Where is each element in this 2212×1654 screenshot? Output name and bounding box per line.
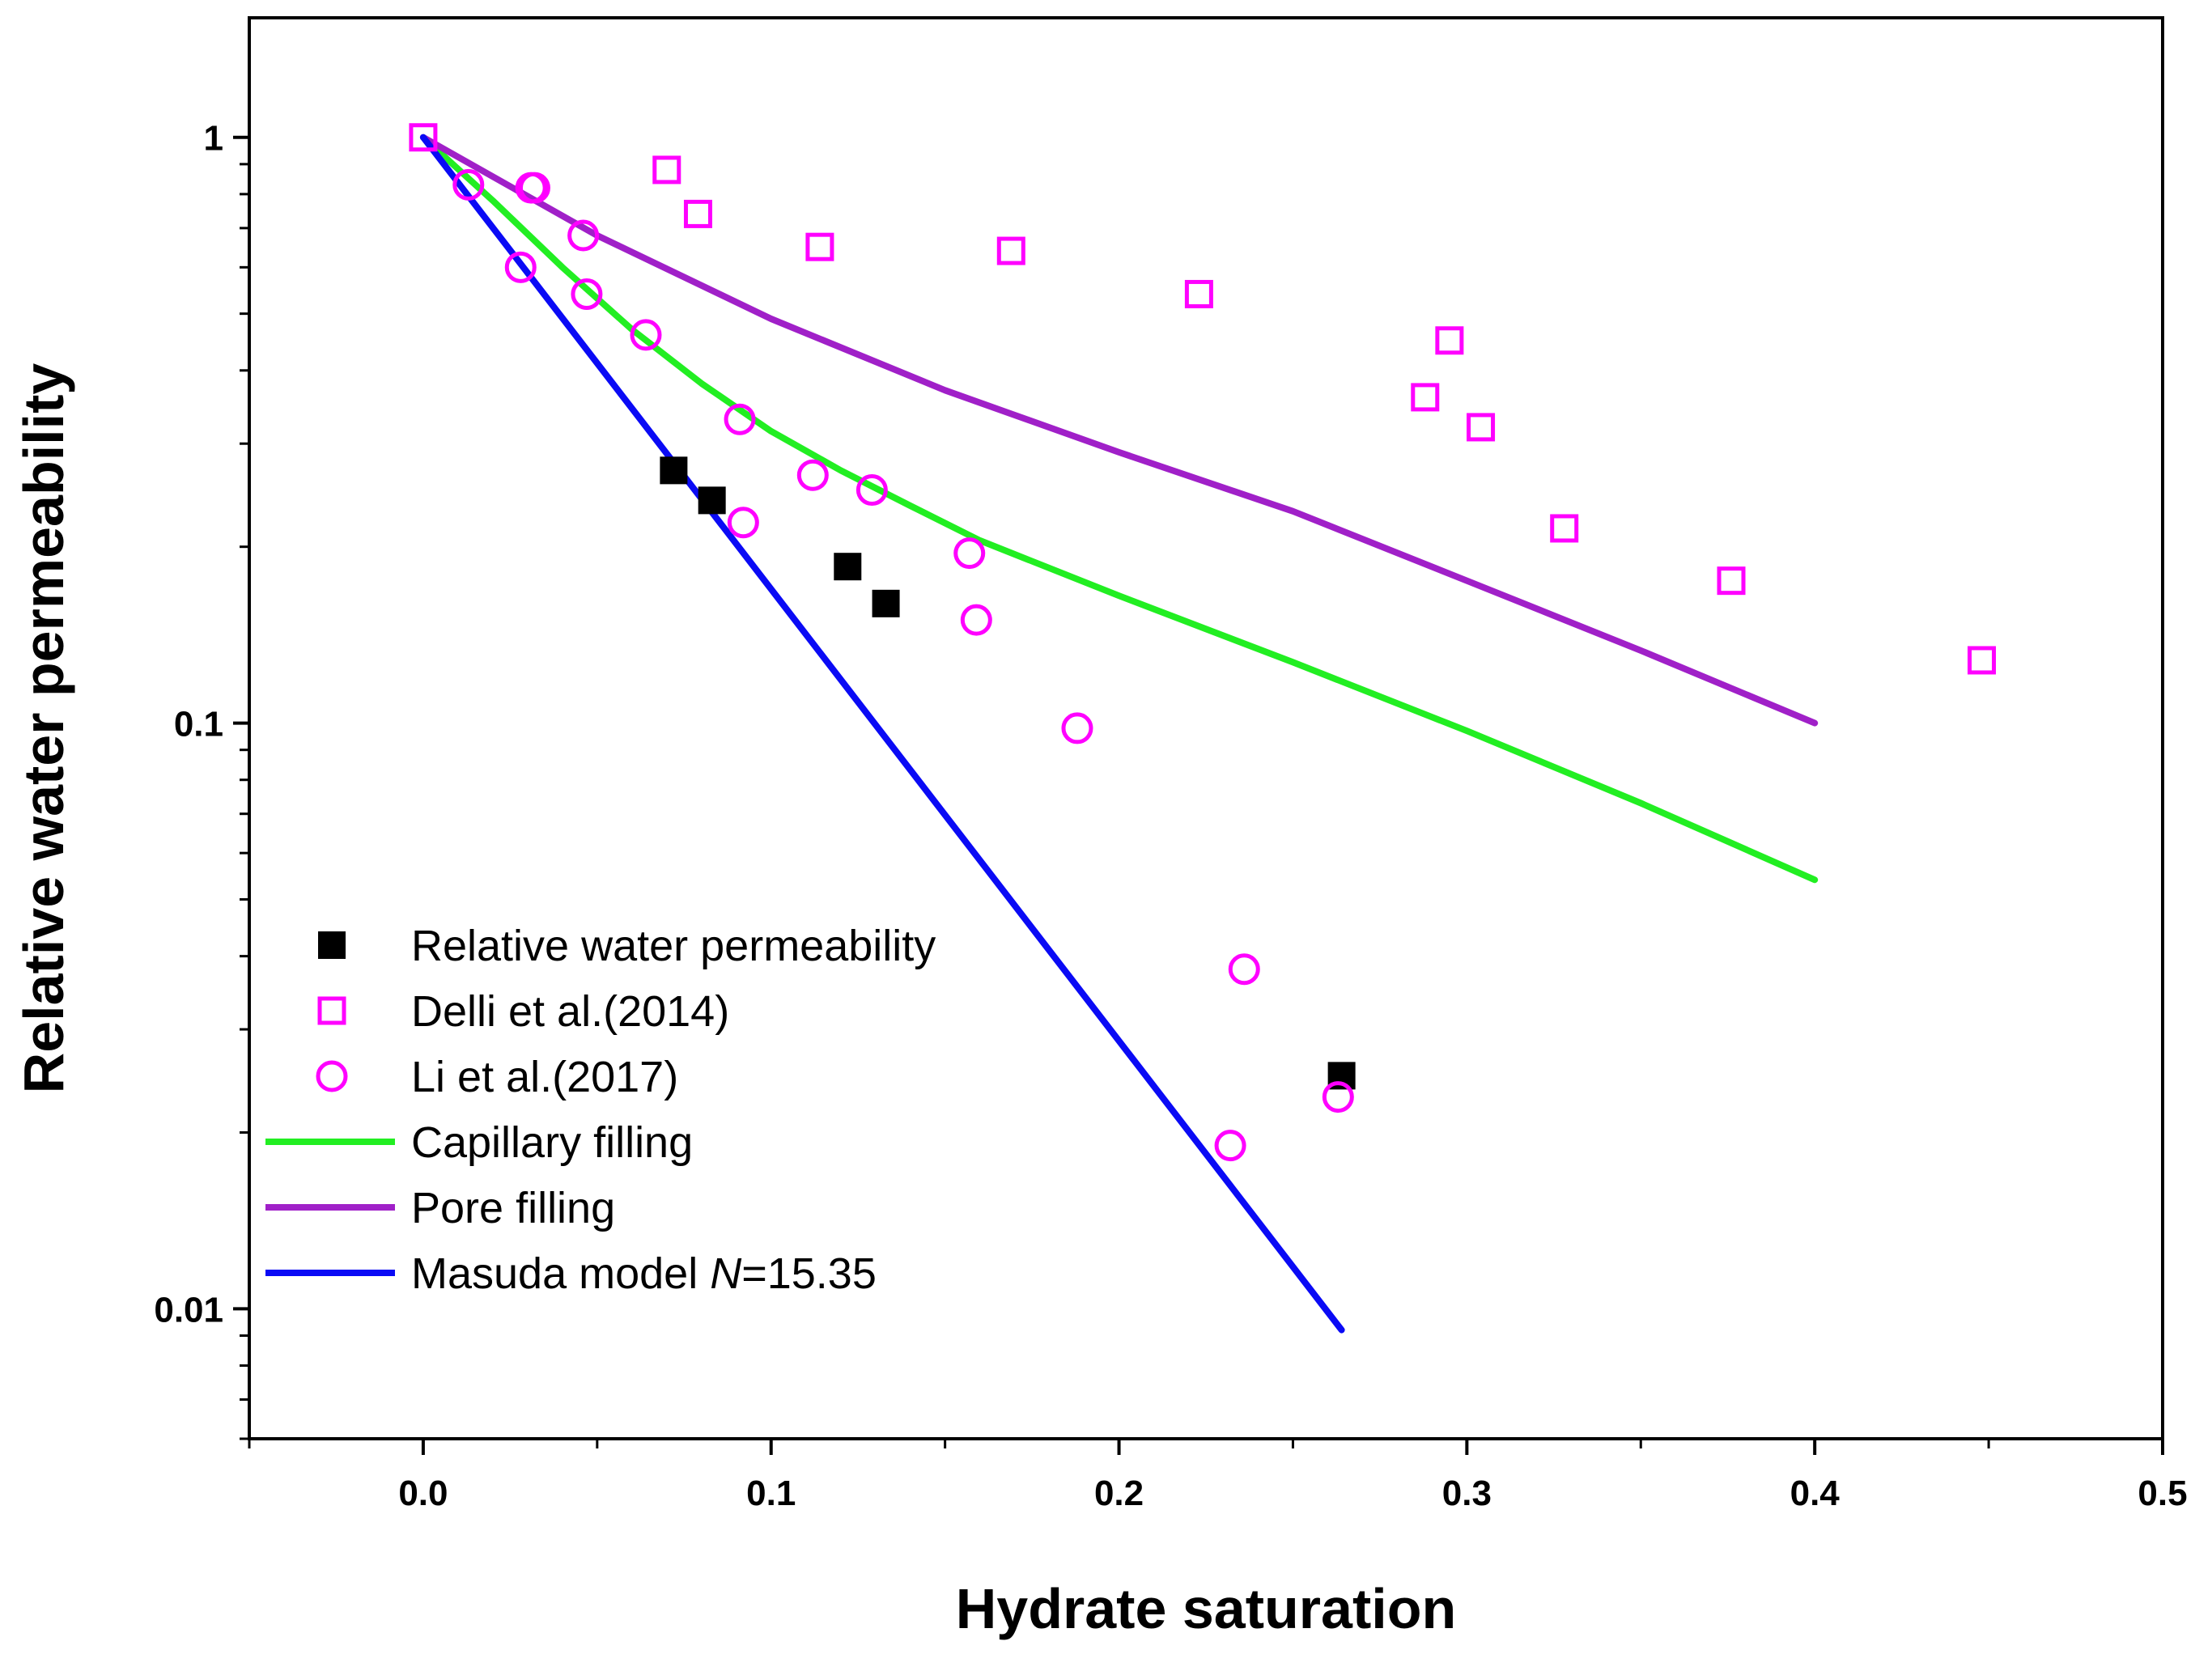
- data-point-filled-square: [660, 456, 688, 485]
- y-tick-label: 0.01: [154, 1290, 223, 1330]
- legend-label-italic: N: [710, 1249, 742, 1298]
- data-point-open-circle: [953, 537, 986, 570]
- data-point-open-circle: [1214, 1130, 1246, 1162]
- y-tick-label: 1: [204, 119, 223, 159]
- legend-label-suffix: =15.35: [741, 1249, 877, 1298]
- legend-marker: [318, 931, 346, 959]
- y-axis-title: Relative water permeability: [12, 363, 75, 1094]
- legend-label: Capillary filling: [411, 1118, 693, 1167]
- data-point-open-square: [683, 199, 712, 228]
- data-point-open-circle: [1061, 712, 1093, 744]
- x-axis-title: Hydrate saturation: [956, 1577, 1456, 1640]
- series-markers: [409, 123, 1996, 1162]
- data-point-open-square: [652, 155, 681, 184]
- data-point-open-square: [1411, 383, 1440, 412]
- legend-label: Relative water permeability: [411, 922, 936, 970]
- series-lines: [419, 134, 1819, 1334]
- data-point-filled-square: [834, 553, 862, 581]
- x-axis: 0.0 0.1 0.2 0.3 0.4 0.5: [248, 1439, 2188, 1513]
- data-point-open-circle: [1322, 1081, 1354, 1113]
- data-point-open-square: [1184, 279, 1213, 308]
- legend: Relative water permeability Delli et al.(…: [265, 922, 936, 1298]
- data-point-filled-square: [872, 589, 900, 617]
- data-point-open-circle: [1228, 953, 1260, 986]
- data-point-open-square: [1967, 646, 1996, 675]
- data-point-filled-square: [698, 486, 726, 515]
- data-point-open-square: [805, 232, 834, 261]
- x-tick-label: 0.1: [746, 1474, 796, 1513]
- legend-marker: [316, 1060, 348, 1092]
- data-point-open-square: [1717, 566, 1746, 596]
- x-tick-label: 0.3: [1442, 1474, 1492, 1513]
- x-tick-label: 0.5: [2138, 1474, 2187, 1513]
- data-point-open-square: [996, 236, 1025, 265]
- data-point-open-circle: [567, 219, 600, 252]
- legend-label: Li et al.(2017): [411, 1053, 678, 1101]
- data-point-open-square: [409, 123, 438, 152]
- data-point-open-square: [1550, 514, 1579, 543]
- data-point-open-circle: [452, 168, 485, 201]
- x-tick-label: 0.0: [398, 1474, 448, 1513]
- data-point-open-square: [1467, 413, 1496, 442]
- x-tick-label: 0.4: [1790, 1474, 1841, 1513]
- plot-frame: [248, 16, 2164, 1440]
- data-point-open-circle: [724, 403, 756, 435]
- line-pore-filling: [419, 134, 1819, 727]
- data-point-open-square: [1435, 326, 1464, 355]
- legend-label: Pore filling: [411, 1184, 615, 1232]
- data-point-open-circle: [571, 278, 603, 310]
- data-point-open-circle: [518, 172, 550, 204]
- data-point-open-circle: [630, 319, 662, 351]
- data-point-open-circle: [504, 251, 537, 283]
- data-point-open-circle: [796, 459, 829, 491]
- line-capillary-filling: [419, 134, 1819, 884]
- y-axis: 1 0.1 0.01: [154, 119, 249, 1440]
- legend-label: Delli et al.(2014): [411, 987, 729, 1036]
- legend-marker: [317, 996, 346, 1025]
- legend-label: Masuda model N=15.35: [411, 1249, 877, 1298]
- data-point-open-circle: [727, 507, 759, 539]
- line-masuda-model: [419, 134, 1345, 1334]
- data-point-open-circle: [960, 604, 992, 636]
- data-point-open-circle: [856, 474, 888, 507]
- y-tick-label: 0.1: [174, 705, 223, 744]
- x-tick-label: 0.2: [1094, 1474, 1144, 1513]
